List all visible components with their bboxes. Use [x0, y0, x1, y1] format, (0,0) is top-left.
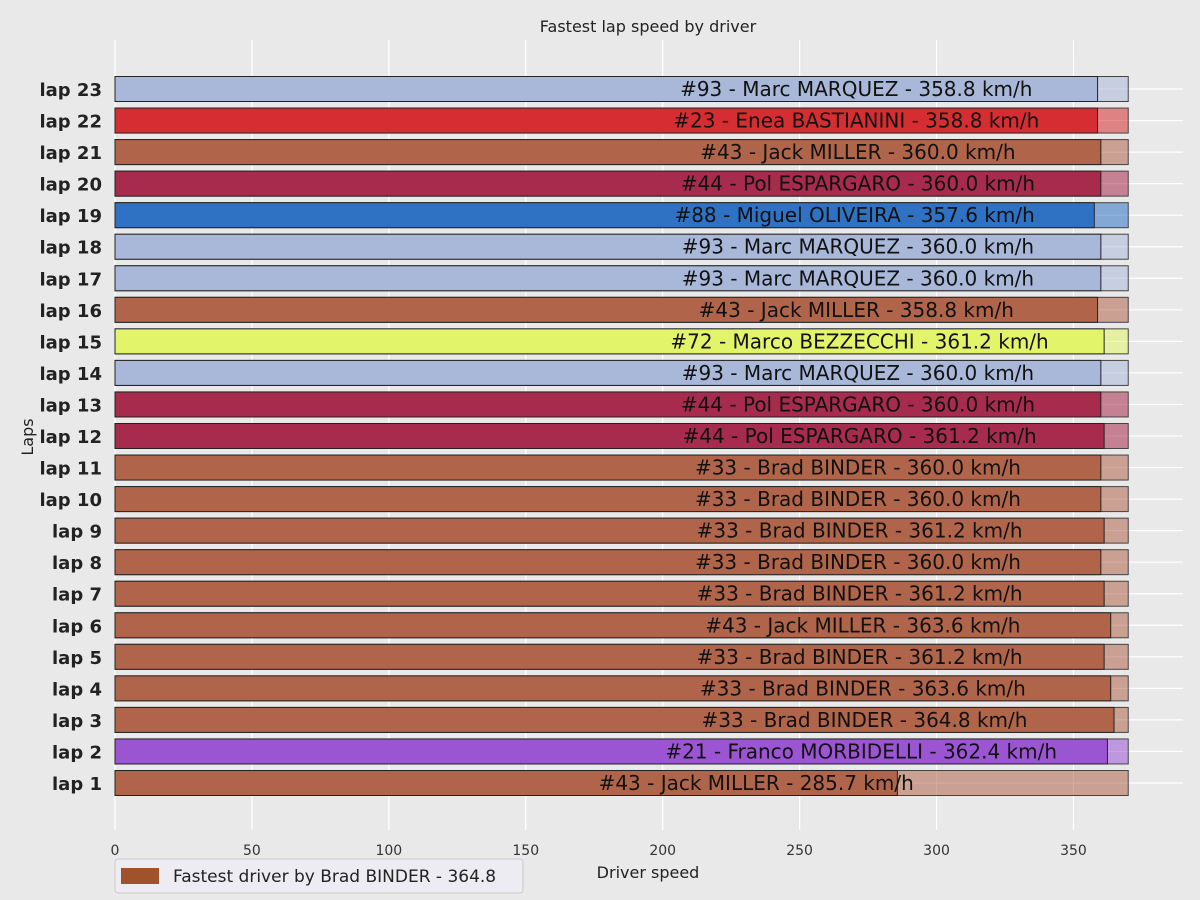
bars: [114, 76, 1115, 796]
bar-label: #44 - Pol ESPARGARO - 360.0 km/h: [681, 392, 1035, 416]
bar-label: #88 - Miguel OLIVEIRA - 357.6 km/h: [674, 203, 1034, 227]
bar: [114, 265, 1102, 292]
bar: [114, 770, 898, 796]
bar: [114, 359, 1102, 386]
category-label: lap 13: [39, 395, 102, 416]
chart-title: Fastest lap speed by driver: [540, 17, 757, 36]
bar-label: #93 - Marc MARQUEZ - 358.8 km/h: [680, 77, 1032, 101]
bar-label: #23 - Enea BASTIANINI - 358.8 km/h: [673, 109, 1039, 133]
bar: [114, 643, 1105, 670]
bar: [114, 391, 1102, 418]
category-label: lap 8: [52, 553, 102, 574]
bar: [114, 454, 1102, 481]
bar-label: #43 - Jack MILLER - 360.0 km/h: [700, 140, 1015, 164]
bar-label: #33 - Brad BINDER - 361.2 km/h: [697, 519, 1023, 543]
bar: [114, 612, 1112, 639]
bar-label: #43 - Jack MILLER - 358.8 km/h: [699, 298, 1014, 322]
bar: [114, 107, 1099, 134]
category-label: lap 16: [39, 301, 102, 322]
category-label: lap 19: [39, 206, 102, 227]
bar: [114, 202, 1095, 229]
legend: Fastest driver by Brad BINDER - 364.8: [114, 858, 524, 894]
category-label: lap 20: [39, 175, 102, 196]
x-tick-label: 50: [243, 843, 261, 859]
category-label: lap 18: [39, 238, 102, 259]
x-tick-label: 0: [111, 843, 120, 859]
bar-label: #44 - Pol ESPARGARO - 360.0 km/h: [681, 172, 1035, 196]
category-label: lap 6: [52, 616, 102, 637]
bar-label: #33 - Brad BINDER - 364.8 km/h: [702, 708, 1028, 732]
x-tick-label: 100: [375, 843, 402, 859]
bar: [114, 549, 1102, 576]
category-labels: lap 1 lap 2 lap 3 lap 4 lap 5 lap 6 lap 7 lap 8…: [39, 80, 102, 795]
bar: [114, 486, 1102, 513]
x-axis-label: Driver speed: [597, 863, 700, 882]
category-label: lap 15: [39, 332, 102, 353]
bar-label: #93 - Marc MARQUEZ - 360.0 km/h: [682, 235, 1034, 259]
bar: [114, 580, 1105, 607]
bar-label: #33 - Brad BINDER - 360.0 km/h: [695, 487, 1021, 511]
category-label: lap 10: [39, 490, 102, 511]
bar: [114, 423, 1105, 449]
bar: [114, 675, 1112, 702]
category-label: lap 17: [39, 269, 102, 290]
y-axis-label: Laps: [18, 418, 37, 455]
category-label: lap 5: [52, 648, 102, 669]
bar: [114, 706, 1115, 733]
category-label: lap 22: [39, 112, 102, 133]
category-label: lap 7: [52, 585, 102, 606]
bar-label: #43 - Jack MILLER - 363.6 km/h: [705, 613, 1020, 637]
bar-label: #21 - Franco MORBIDELLI - 362.4 km/h: [665, 739, 1057, 763]
bar: [114, 76, 1099, 102]
category-label: lap 2: [52, 742, 102, 763]
bar-label: #43 - Jack MILLER - 285.7 km/h: [599, 771, 914, 795]
bar-label: #33 - Brad BINDER - 361.2 km/h: [697, 645, 1023, 669]
bar-label: #33 - Brad BINDER - 360.0 km/h: [695, 550, 1021, 574]
category-label: lap 9: [52, 522, 102, 543]
x-tick-label: 150: [512, 843, 539, 859]
category-label: lap 4: [52, 679, 102, 700]
x-tick-label: 350: [1060, 843, 1087, 859]
category-label: lap 12: [39, 427, 102, 448]
bar-label: #72 - Marco BEZZECCHI - 361.2 km/h: [670, 329, 1048, 353]
category-label: lap 21: [39, 143, 102, 164]
bar: [114, 517, 1105, 544]
bar-labels: #43 - Jack MILLER - 285.7 km/h #21 - Fran…: [599, 77, 1057, 795]
category-label: lap 1: [52, 774, 102, 795]
category-label: lap 14: [39, 364, 102, 385]
x-tick-label: 250: [786, 843, 813, 859]
bar: [114, 738, 1108, 765]
bar-label: #93 - Marc MARQUEZ - 360.0 km/h: [682, 361, 1034, 385]
bar-label: #33 - Brad BINDER - 360.0 km/h: [695, 456, 1021, 480]
bar: [114, 233, 1102, 260]
bar: [114, 296, 1099, 323]
bar-label: #33 - Brad BINDER - 361.2 km/h: [697, 582, 1023, 606]
category-label: lap 3: [52, 711, 102, 732]
bar: [114, 139, 1102, 166]
bar-label: #33 - Brad BINDER - 363.6 km/h: [700, 676, 1026, 700]
bar: [114, 170, 1102, 197]
legend-box: [114, 858, 524, 894]
bar-label: #44 - Pol ESPARGARO - 361.2 km/h: [682, 424, 1036, 448]
x-tick-labels: 0 50 100 150 200 250 300 350: [111, 843, 1087, 859]
x-tick-label: 200: [649, 843, 676, 859]
bar-label: #93 - Marc MARQUEZ - 360.0 km/h: [682, 266, 1034, 290]
bar: [114, 328, 1105, 355]
legend-swatch: [121, 868, 159, 884]
category-label: lap 23: [39, 80, 102, 101]
category-label: lap 11: [39, 459, 102, 480]
legend-label: Fastest driver by Brad BINDER - 364.8: [173, 867, 496, 887]
x-tick-label: 300: [923, 843, 950, 859]
